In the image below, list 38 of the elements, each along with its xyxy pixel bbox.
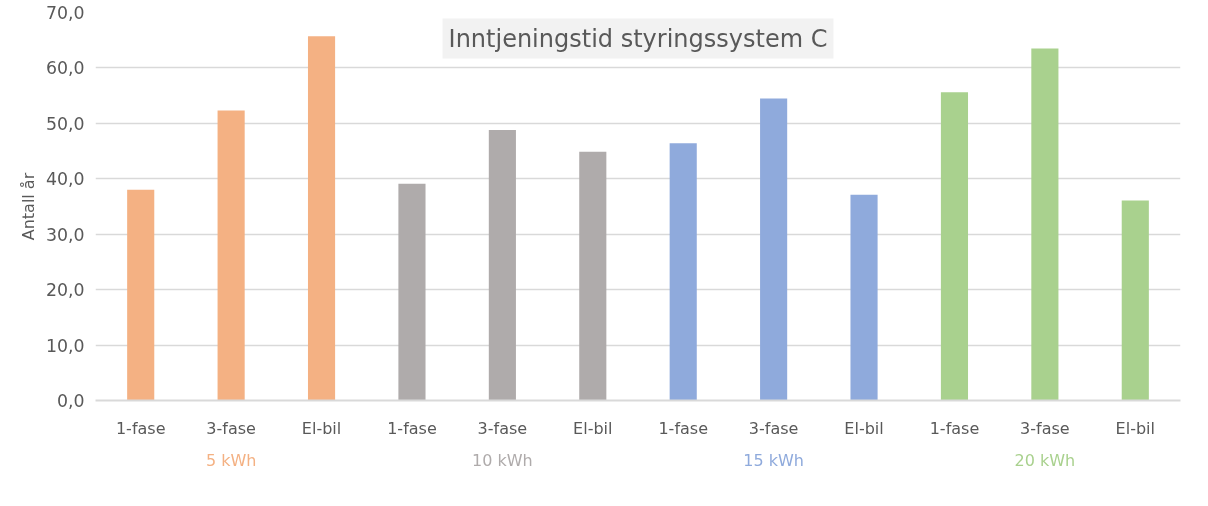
- bar: [940, 92, 969, 401]
- text: 20 kWh: [1014, 451, 1076, 470]
- y-tick-label: 0,0: [56, 391, 85, 411]
- text: 15 kWh: [743, 451, 804, 470]
- y-tick-label: 60,0: [45, 58, 85, 79]
- y-tick-label: 10,0: [45, 335, 85, 356]
- x-tick-label: El-bil: [301, 418, 342, 438]
- x-tick-label: 3-fase: [1020, 418, 1070, 438]
- bar: [579, 151, 607, 401]
- x-tick-label: El-bil: [1115, 418, 1155, 438]
- y-tick-label: 20,0: [45, 280, 85, 301]
- bar: [1031, 48, 1059, 401]
- text: Inntjeningstid styringssystem C: [448, 24, 828, 53]
- bar: [850, 194, 878, 401]
- x-tick-label: 1-fase: [387, 418, 437, 438]
- x-tick-label: El-bil: [573, 418, 613, 438]
- bar: [398, 183, 426, 401]
- bar: [669, 143, 697, 401]
- x-tick-label: 1-fase: [115, 418, 166, 438]
- x-tick-label: 1-fase: [929, 418, 980, 438]
- x-tick-label: 3-fase: [477, 418, 528, 438]
- x-tick-label: 3-fase: [206, 418, 256, 438]
- y-tick-label: 30,0: [45, 224, 85, 245]
- x-tick-label: 1-fase: [658, 418, 708, 438]
- x-tick-label: 3-fase: [748, 418, 799, 438]
- x-tick-label: El-bil: [844, 418, 884, 438]
- y-axis-title: Antall år: [18, 172, 38, 241]
- y-tick-label: 70,0: [45, 3, 85, 23]
- bar: [307, 36, 336, 401]
- y-tick-label: 40,0: [45, 169, 85, 190]
- text: 10 kWh: [472, 451, 533, 470]
- bar: [217, 110, 245, 401]
- bar: [488, 130, 516, 401]
- bar: [760, 98, 788, 401]
- bar: [1121, 200, 1149, 401]
- y-tick-label: 50,0: [45, 113, 85, 134]
- text: 5 kWh: [205, 451, 257, 470]
- bar: [127, 189, 155, 401]
